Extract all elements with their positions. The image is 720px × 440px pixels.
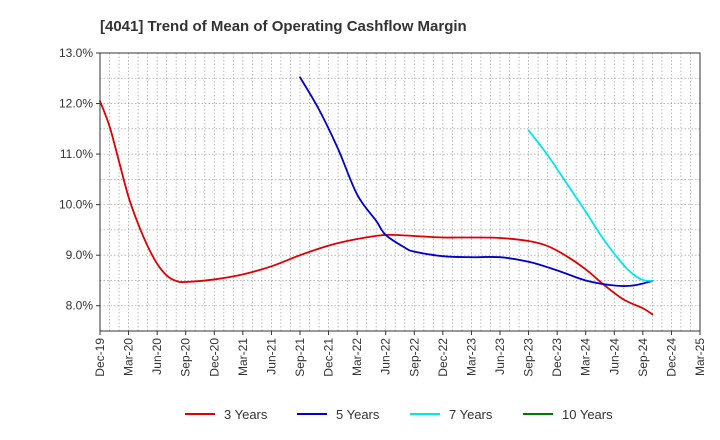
x-tick-label: Mar-22 [350,338,364,376]
x-tick-label: Dec-20 [207,338,221,377]
x-tick-label: Sep-22 [407,338,421,377]
x-tick-label: Mar-24 [579,338,593,376]
x-tick-label: Jun-24 [607,338,621,375]
x-tick-label: Sep-20 [179,338,193,377]
x-tick-label: Sep-23 [522,338,536,377]
legend-layer: 3 Years 5 Years 7 Years 10 Years [185,407,613,422]
plot-frame [99,52,701,332]
y-tick-label: 9.0% [66,248,94,262]
legend-label-2: 5 Years [336,407,380,422]
legend-label-1: 3 Years [224,407,268,422]
x-tick-label: Jun-22 [379,338,393,375]
legend-label-3: 7 Years [449,407,493,422]
y-tick-label: 10.0% [59,198,93,212]
series-layer [99,76,654,316]
y-tick-label: 11.0% [60,147,93,161]
x-tick-label: Mar-23 [464,338,478,376]
x-tick-label: Jun-20 [150,338,164,375]
x-tick-label: Dec-24 [664,338,678,377]
series-line-1 [99,100,654,316]
y-tick-label: 8.0% [66,299,94,313]
x-tick-label: Dec-19 [93,338,107,377]
x-tick-label: Sep-24 [636,338,650,377]
x-tick-label: Mar-25 [693,338,707,376]
x-tick-label: Jun-23 [493,338,507,375]
x-tick-label: Mar-21 [236,338,250,376]
legend-label-4: 10 Years [562,407,613,422]
chart-title: [4041] Trend of Mean of Operating Cashfl… [100,18,467,35]
x-tick-label: Sep-21 [293,338,307,377]
y-tick-label: 12.0% [59,97,93,111]
x-tick-label: Dec-23 [550,338,564,377]
x-tick-label: Jun-21 [264,338,278,375]
y-tick-label: 13.0% [59,46,93,60]
axis-layer: 8.0% 9.0% 10.0% 11.0% 12.0% 13.0% Dec-19 Mar-20… [59,46,707,377]
x-tick-label: Dec-21 [322,338,336,377]
series-line-2 [299,76,654,288]
x-tick-label: Mar-20 [122,338,136,376]
x-tick-label: Dec-22 [436,338,450,377]
series-line-3 [527,129,654,282]
